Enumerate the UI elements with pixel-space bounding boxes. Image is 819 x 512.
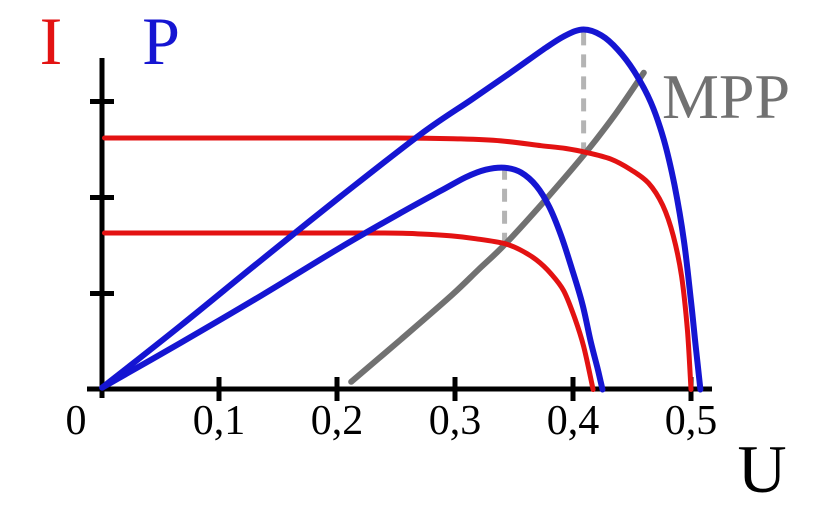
pv-curve-weak	[99, 164, 606, 393]
mpp-guide-lines	[502, 32, 587, 243]
mpp-locus	[348, 69, 647, 385]
axis-ticks	[90, 99, 694, 401]
x-tick-label: 0,3	[429, 398, 482, 444]
x-tick-label: 0,1	[193, 398, 246, 444]
power-axis-label: P	[142, 3, 180, 79]
x-tick-labels: 0 0,1 0,2 0,3 0,4 0,5	[66, 398, 718, 444]
curve-series	[99, 26, 704, 393]
x-tick-label: 0,5	[665, 398, 718, 444]
x-tick-label: 0,2	[311, 398, 364, 444]
mpp-label: MPP	[662, 61, 790, 132]
x-tick-label: 0,4	[547, 398, 600, 444]
current-axis-label: I	[40, 3, 63, 79]
pv-curve-strong	[99, 26, 704, 393]
iv-curve-strong	[102, 135, 694, 392]
x-tick-label: 0	[66, 398, 87, 444]
iv-curve-weak	[102, 230, 596, 392]
voltage-axis-label: U	[737, 431, 786, 507]
axes	[87, 58, 712, 398]
